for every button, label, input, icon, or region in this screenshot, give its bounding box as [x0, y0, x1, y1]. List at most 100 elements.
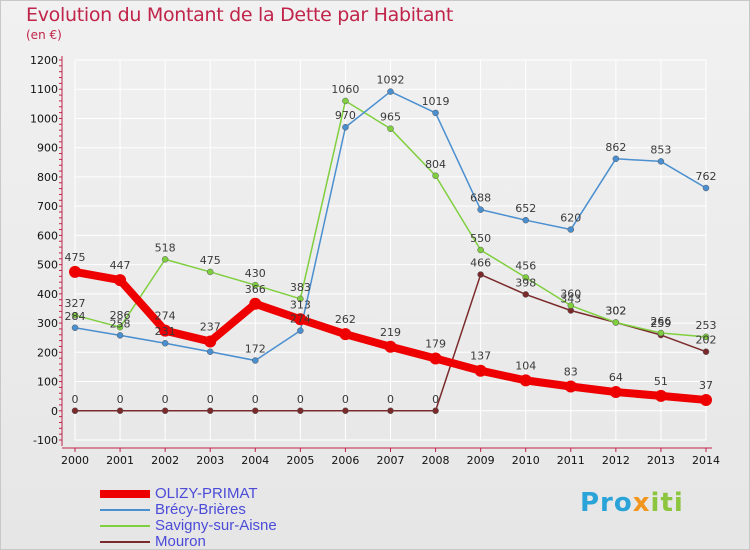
x-tick-label-2011: 2011 — [557, 454, 585, 467]
data-label-brecy-brieres-2005: 274 — [290, 313, 311, 326]
legend-swatch-brecy-brieres — [100, 509, 150, 511]
point-olizy-primat-2009 — [474, 364, 487, 377]
data-label-savigny-sur-aisne-2007: 965 — [380, 111, 401, 124]
data-label-savigny-sur-aisne-2013: 266 — [650, 315, 671, 328]
point-savigny-sur-aisne-2007 — [387, 125, 394, 132]
data-label-savigny-sur-aisne-2002: 518 — [155, 241, 176, 254]
point-brecy-brieres-2014 — [702, 184, 710, 192]
x-tick-label-2006: 2006 — [331, 454, 359, 467]
y-tick-label-600: 600 — [37, 229, 58, 242]
legend-item-brecy-brieres: Brécy-Brières — [100, 501, 340, 518]
y-tick-label-1200: 1200 — [30, 54, 58, 67]
data-label-savigny-sur-aisne-2008: 804 — [425, 158, 446, 171]
data-label-olizy-primat-2011: 83 — [564, 366, 578, 379]
point-brecy-brieres-2003 — [206, 348, 214, 355]
point-mouron-2007 — [387, 407, 394, 415]
point-olizy-primat-2001 — [114, 274, 127, 287]
data-label-olizy-primat-2012: 64 — [609, 371, 623, 384]
point-olizy-primat-2011 — [564, 380, 577, 393]
point-savigny-sur-aisne-2010 — [522, 274, 529, 281]
point-mouron-2005 — [297, 407, 304, 415]
data-label-brecy-brieres-2000: 284 — [65, 310, 86, 323]
point-brecy-brieres-2010 — [522, 216, 529, 224]
data-label-brecy-brieres-2008: 1019 — [422, 95, 450, 108]
data-label-savigny-sur-aisne-2003: 475 — [200, 254, 221, 267]
data-label-olizy-primat-2010: 104 — [515, 359, 536, 372]
data-label-mouron-2009: 466 — [470, 257, 491, 270]
point-mouron-2003 — [206, 407, 214, 415]
data-label-brecy-brieres-2006: 970 — [335, 109, 356, 122]
point-mouron-2010 — [522, 291, 529, 298]
legend-swatch-olizy-primat — [100, 490, 150, 498]
data-labels: 475 447 274 237 366 313 262 219 179 137 104 83 64 51 3… — [65, 74, 717, 406]
y-tick-label-1000: 1000 — [30, 112, 58, 125]
data-label-brecy-brieres-2014: 762 — [696, 170, 717, 183]
point-brecy-brieres-2009 — [477, 206, 484, 213]
legend-label-olizy-primat: OLIZY-PRIMAT — [155, 485, 258, 502]
point-savigny-sur-aisne-2003 — [206, 268, 214, 276]
data-label-olizy-primat-2009: 137 — [470, 350, 491, 363]
point-mouron-2001 — [116, 407, 124, 415]
point-mouron-2004 — [252, 407, 259, 415]
proxiti-logo: Proxiti — [580, 488, 684, 518]
series-mouron — [71, 271, 710, 415]
point-brecy-brieres-2001 — [116, 332, 124, 339]
data-label-savigny-sur-aisne-2004: 430 — [245, 267, 266, 280]
point-brecy-brieres-2013 — [657, 158, 665, 165]
data-label-mouron-2008: 0 — [432, 393, 439, 406]
data-label-mouron-2006: 0 — [342, 393, 349, 406]
point-olizy-primat-2002 — [159, 324, 172, 337]
data-label-olizy-primat-2014: 37 — [699, 379, 713, 392]
point-savigny-sur-aisne-2014 — [702, 333, 710, 341]
x-tick-label-2005: 2005 — [286, 454, 314, 467]
data-label-mouron-2000: 0 — [72, 393, 79, 406]
x-tick-label-2007: 2007 — [377, 454, 405, 467]
x-tick-label-2001: 2001 — [106, 454, 134, 467]
point-savigny-sur-aisne-2012 — [612, 319, 620, 326]
series-brecy-brieres — [71, 88, 710, 364]
data-label-brecy-brieres-2004: 172 — [245, 342, 266, 355]
point-brecy-brieres-2000 — [71, 324, 79, 332]
point-brecy-brieres-2012 — [612, 155, 620, 163]
point-brecy-brieres-2007 — [387, 88, 394, 95]
data-label-mouron-2011: 343 — [560, 293, 581, 306]
y-tick-label-300: 300 — [37, 317, 58, 330]
chart-subtitle: (en €) — [26, 28, 62, 42]
point-olizy-primat-2004 — [249, 297, 262, 310]
data-label-olizy-primat-2006: 262 — [335, 313, 356, 326]
data-label-olizy-primat-2013: 51 — [654, 375, 668, 388]
series-group — [69, 88, 712, 415]
point-olizy-primat-2010 — [519, 374, 532, 387]
data-label-mouron-2002: 0 — [162, 393, 169, 406]
legend-item-mouron: Mouron — [100, 533, 340, 550]
x-tick-label-2009: 2009 — [467, 454, 495, 467]
data-label-olizy-primat-2004: 366 — [245, 283, 266, 296]
series-olizy-primat — [69, 265, 712, 406]
point-savigny-sur-aisne-2005 — [297, 295, 304, 303]
point-mouron-2002 — [161, 407, 169, 415]
data-label-savigny-sur-aisne-2001: 286 — [110, 309, 131, 322]
point-savigny-sur-aisne-2008 — [432, 172, 439, 180]
legend-label-savigny-sur-aisne: Savigny-sur-Aisne — [155, 517, 277, 534]
y-tick-label-700: 700 — [37, 200, 58, 213]
y-tick-label-500: 500 — [37, 259, 58, 272]
x-tick-label-2013: 2013 — [647, 454, 675, 467]
point-olizy-primat-2007 — [384, 340, 397, 353]
data-label-olizy-primat-2001: 447 — [110, 259, 131, 272]
point-brecy-brieres-2002 — [161, 339, 169, 347]
point-savigny-sur-aisne-2011 — [567, 302, 575, 309]
data-label-olizy-primat-2005: 313 — [290, 298, 311, 311]
data-label-savigny-sur-aisne-2012: 302 — [605, 304, 626, 317]
data-label-savigny-sur-aisne-2006: 1060 — [331, 83, 359, 96]
data-label-brecy-brieres-2007: 1092 — [377, 74, 405, 87]
legend-item-savigny-sur-aisne: Savigny-sur-Aisne — [100, 517, 340, 534]
point-savigny-sur-aisne-2001 — [116, 323, 124, 331]
data-label-mouron-2003: 0 — [207, 393, 214, 406]
logo-part-2: x — [632, 488, 651, 518]
point-olizy-primat-2013 — [654, 389, 667, 402]
y-tick-label-100: 100 — [37, 376, 58, 389]
data-label-savigny-sur-aisne-2010: 456 — [515, 259, 536, 272]
x-tick-label-2002: 2002 — [151, 454, 179, 467]
data-label-mouron-2007: 0 — [387, 393, 394, 406]
